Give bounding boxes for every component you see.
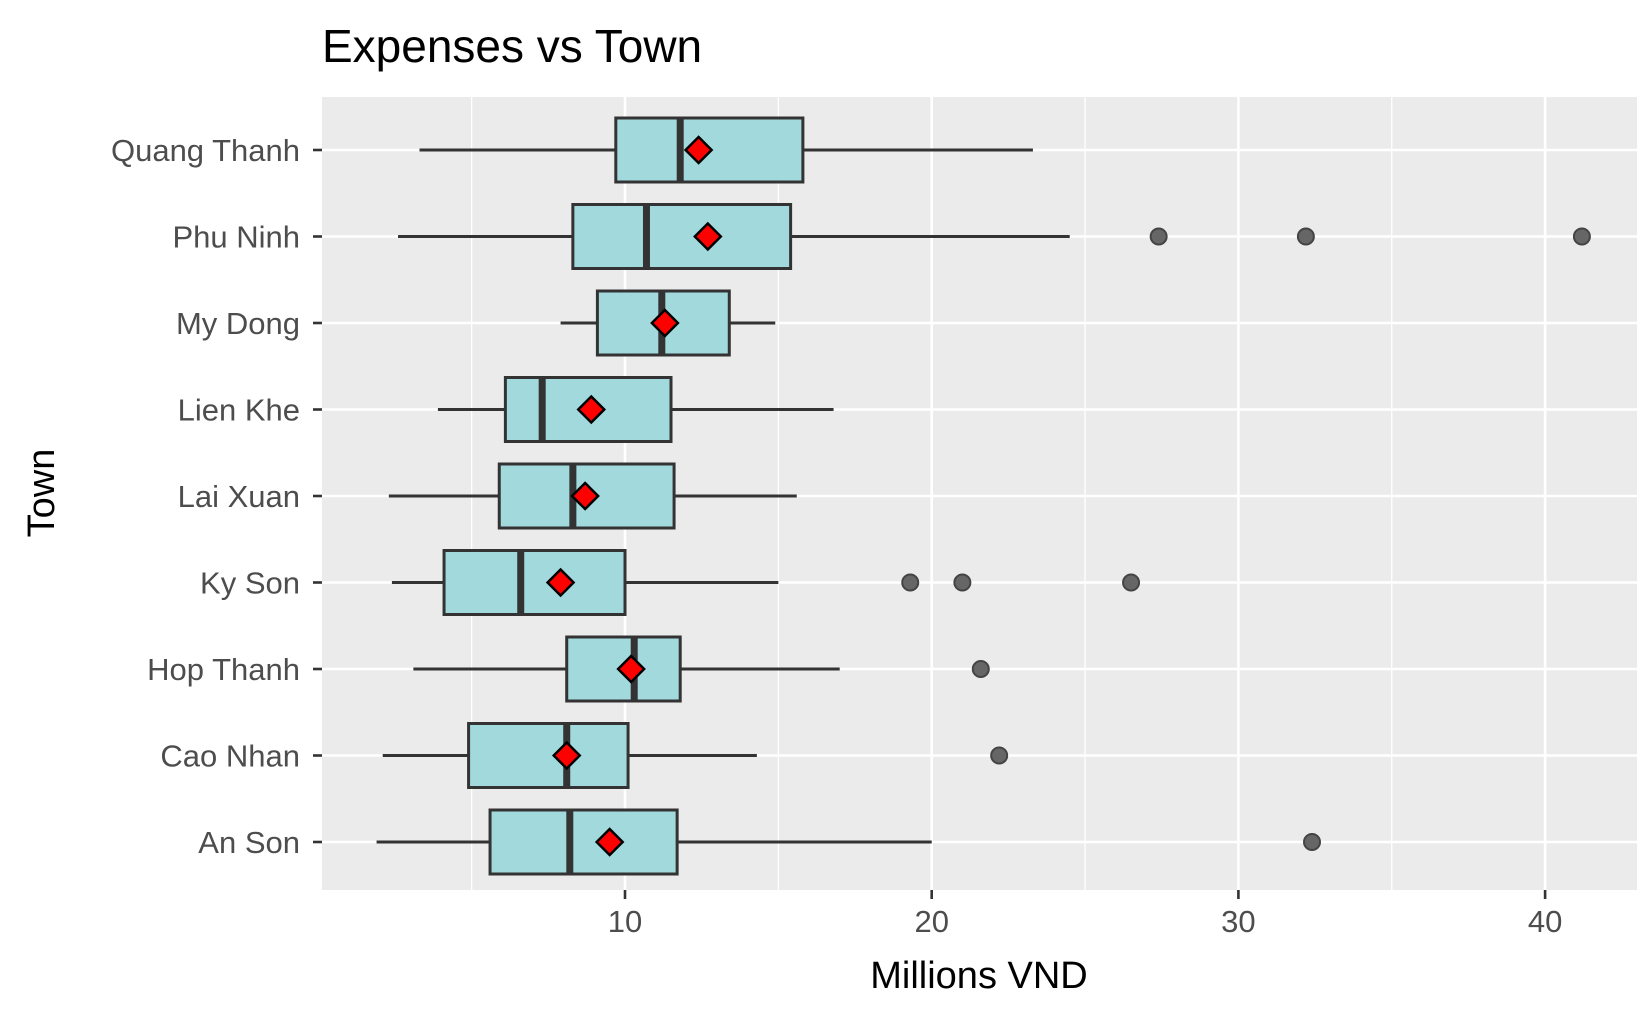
- outlier-point: [901, 573, 920, 592]
- mean-marker: [616, 654, 646, 684]
- y-tick-label: Quang Thanh: [111, 133, 300, 168]
- x-tick-label: 10: [608, 904, 642, 939]
- y-axis: Quang Thanh Phu Ninh My Dong Lien Khe Lai Xu…: [111, 133, 322, 860]
- box-quang-thanh: [419, 116, 1033, 184]
- box-hop-thanh: [413, 635, 990, 703]
- outlier-point: [1149, 227, 1168, 246]
- outlier-point: [971, 660, 990, 678]
- box-cao-nhan: [382, 722, 1009, 789]
- x-tick-label: 20: [914, 904, 948, 939]
- outlier-point: [1122, 573, 1141, 592]
- iqr-box: [503, 376, 673, 443]
- iqr-box: [571, 203, 793, 270]
- iqr-box: [442, 549, 627, 616]
- box-lien-khe: [437, 376, 834, 443]
- x-axis-title: Millions VND: [870, 955, 1087, 997]
- iqr-box: [488, 808, 679, 876]
- mean-marker: [570, 481, 600, 511]
- outlier-point: [953, 573, 972, 592]
- box-phu-ninh: [398, 203, 1591, 270]
- y-axis-title: Town: [21, 449, 63, 538]
- y-tick-label: Cao Nhan: [160, 739, 300, 774]
- outlier-point: [990, 746, 1009, 765]
- y-tick-label: My Dong: [176, 306, 300, 341]
- outlier-point: [1296, 227, 1315, 246]
- box-ky-son: [391, 549, 1141, 616]
- outlier-point: [1303, 833, 1322, 851]
- mean-marker: [693, 221, 723, 252]
- y-tick-label: Ky Son: [200, 566, 300, 601]
- iqr-box: [467, 722, 630, 789]
- box-an-son: [376, 808, 1322, 876]
- box-lai-xuan: [388, 462, 797, 530]
- outlier-point: [1572, 227, 1591, 246]
- y-tick-label: Phu Ninh: [172, 220, 300, 255]
- mean-marker: [545, 567, 576, 598]
- box-series: [376, 116, 1591, 876]
- box-my-dong: [560, 289, 776, 357]
- x-axis: 10 20 30 40: [608, 890, 1562, 939]
- x-tick-label: 30: [1221, 904, 1255, 939]
- mean-marker: [551, 740, 582, 771]
- mean-marker: [683, 135, 714, 165]
- mean-marker: [576, 394, 607, 425]
- chart-title: Expenses vs Town: [322, 20, 702, 72]
- y-tick-label: Hop Thanh: [147, 652, 300, 687]
- y-tick-label: Lai Xuan: [178, 479, 300, 514]
- mean-marker: [594, 827, 625, 857]
- mean-marker: [650, 308, 680, 338]
- y-tick-label: Lien Khe: [178, 393, 300, 428]
- x-tick-label: 40: [1528, 904, 1562, 939]
- y-tick-label: An Son: [198, 825, 300, 860]
